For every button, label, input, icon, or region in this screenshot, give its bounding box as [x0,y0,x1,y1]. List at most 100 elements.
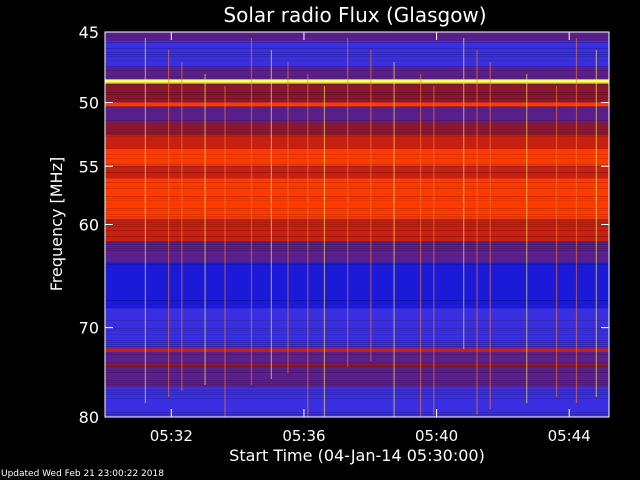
texture-row [105,132,609,133]
texture-row [105,414,609,415]
texture-row [105,226,609,227]
frequency-band [105,149,609,167]
frequency-band [105,348,609,353]
texture-row [105,366,609,367]
texture-row [105,188,609,189]
texture-row [105,236,609,237]
texture-row [105,328,609,329]
burst-line [420,74,422,417]
texture-row [105,320,609,321]
texture-row [105,210,609,211]
x-axis-label: Start Time (04-Jan-14 05:30:00) [229,446,485,465]
frequency-band [105,106,609,123]
texture-row [105,92,609,93]
texture-row [105,220,609,221]
texture-row [105,164,609,165]
texture-row [105,242,609,243]
texture-row [105,208,609,209]
x-tick-label: 05:44 [548,427,591,445]
frequency-band [105,66,609,80]
texture-row [105,390,609,391]
burst-line [181,62,183,391]
texture-row [105,344,609,345]
y-tick-label: 50 [79,94,99,113]
texture-row [105,412,609,413]
texture-row [105,196,609,197]
texture-row [105,230,609,231]
texture-row [105,354,609,355]
burst-line [250,38,253,385]
texture-row [105,342,609,343]
x-axis: 05:32 05:36 05:40 05:44 [150,32,591,445]
texture-row [105,56,609,57]
texture-row [105,154,609,155]
burst-line [270,50,272,379]
texture-row [105,200,609,201]
burst-line [393,62,395,417]
texture-row [105,84,609,85]
texture-row [105,394,609,395]
plot-area [105,32,609,417]
texture-row [105,94,609,95]
frequency-band [105,135,609,150]
frequency-band [105,32,609,41]
texture-row [105,120,609,121]
y-axis: 45 50 55 60 70 80 [79,23,609,427]
burst-line [595,50,597,397]
texture-row [105,398,609,399]
texture-row [105,264,609,265]
texture-row [105,82,609,83]
texture-row [105,222,609,223]
frequency-band [105,262,609,309]
texture-row [105,214,609,215]
y-axis-label: Frequency [MHz] [47,157,66,291]
frequency-band [105,122,609,136]
y-tick-label: 80 [79,408,99,427]
y-tick-label: 55 [79,157,99,176]
burst-line [144,38,146,403]
texture-row [105,334,609,335]
texture-row [105,42,609,43]
frequency-band [105,40,609,67]
burst-line [433,86,435,415]
texture-row [105,300,609,301]
texture-row [105,36,609,37]
burst-line [526,74,528,403]
texture-row [105,372,609,373]
burst-line [489,62,491,409]
x-tick-label: 05:36 [282,427,325,445]
burst-line [476,50,478,415]
y-tick-label: 70 [79,319,99,338]
burst-line [323,86,326,417]
frequency-band [105,178,609,219]
texture-row [105,382,609,383]
texture-row [105,166,609,167]
texture-row [105,248,609,249]
x-tick-label: 05:40 [415,427,458,445]
burst-line [168,50,170,397]
chart-title: Solar radio Flux (Glasgow) [223,3,486,27]
frequency-band [105,83,609,103]
texture-row [105,216,609,217]
texture-row [105,244,609,245]
frequency-band [105,367,609,388]
frequency-band [105,79,609,84]
texture-row [105,224,609,225]
frequency-band [105,241,609,263]
frequency-band [105,166,609,179]
texture-row [105,172,609,173]
burst-line [555,86,558,397]
frequency-band [105,102,609,107]
frequency-band [105,218,609,242]
texture-row [105,198,609,199]
y-tick-label: 60 [79,216,99,235]
texture-row [105,60,609,61]
burst-line [204,74,206,385]
x-tick-label: 05:32 [150,427,193,445]
texture-row [105,346,609,347]
frequency-band [105,337,609,349]
texture-row [105,250,609,251]
frequency-band [105,387,609,417]
burst-line [463,38,465,349]
frequency-band [105,363,609,368]
